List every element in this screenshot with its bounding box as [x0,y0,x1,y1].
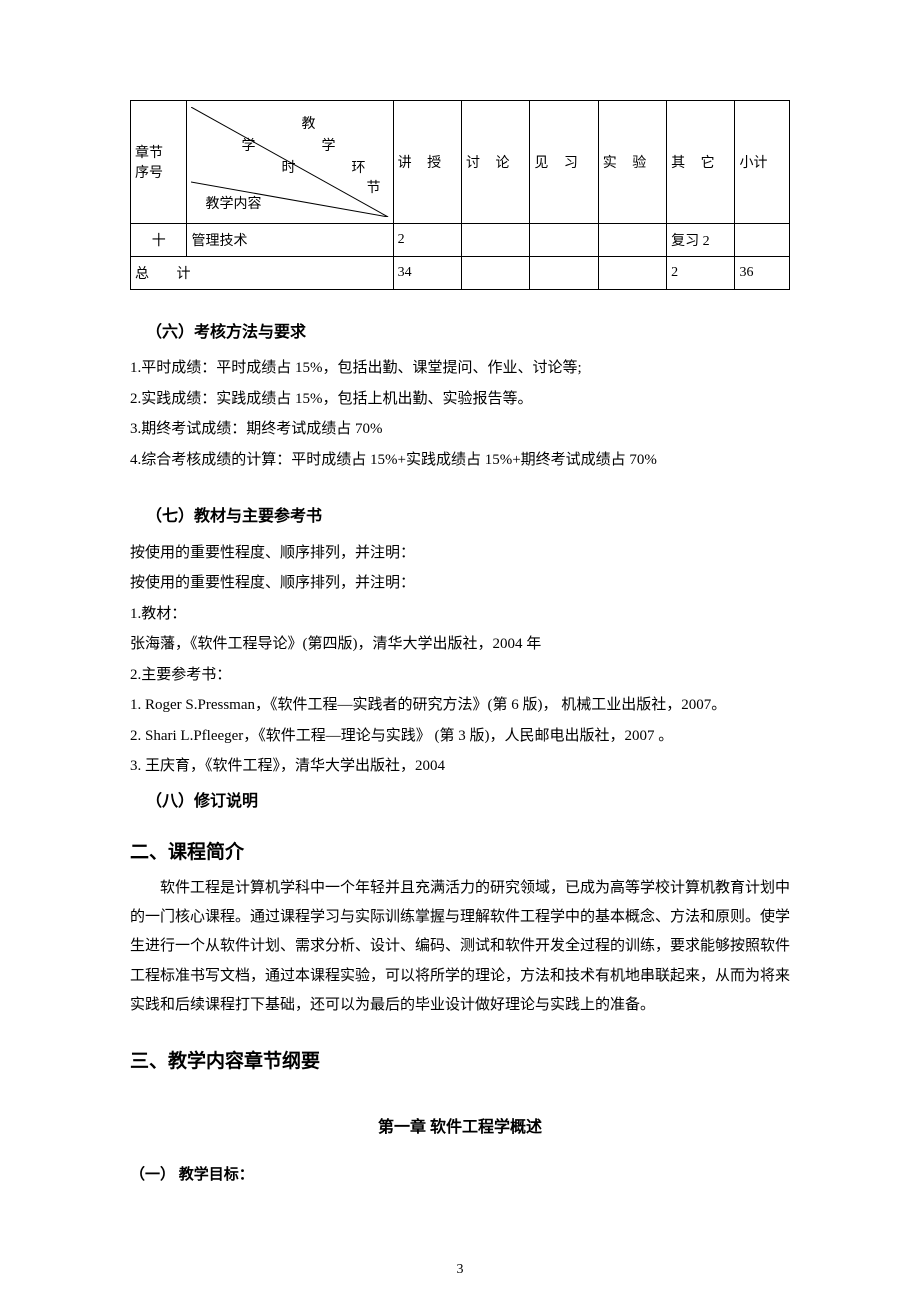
table-row: 十 管理技术 2 复习 2 [131,224,790,257]
sec7-line: 张海藩，《软件工程导论》(第四版)，清华大学出版社，2004 年 [130,630,790,659]
section-7-title: （七）教材与主要参考书 [130,502,790,532]
col-header: 其 它 [667,101,735,224]
cell-val [530,224,598,257]
sec7-line: 3. 王庆育，《软件工程》，清华大学出版社，2004 [130,752,790,781]
total-label: 总 计 [131,257,394,290]
cell-no: 十 [131,224,187,257]
section-7: （七）教材与主要参考书 按使用的重要性程度、顺序排列，并注明： 按使用的重要性程… [130,502,790,780]
section-6-title: （六）考核方法与要求 [130,318,790,348]
cell-val: 34 [393,257,461,290]
cell-val: 2 [393,224,461,257]
sec6-line: 3.期终考试成绩：期终考试成绩占 70% [130,415,790,444]
row-header-line2: 序号 [135,162,182,182]
diagonal-header-cell: 教 学 学 时 环 节 教学内容 [187,101,393,224]
diag-label-top: 教 [301,113,315,133]
diag-label-midright: 学 [321,135,335,155]
diag-label-bottom: 教学内容 [205,193,261,213]
cell-content: 管理技术 [187,224,393,257]
diag-label-midleft: 学 [241,135,255,155]
sec6-line: 4.综合考核成绩的计算：平时成绩占 15%+实践成绩占 15%+期终考试成绩占 … [130,446,790,475]
document-page: 章节 序号 教 学 学 时 环 节 教学内容 讲 授 [0,0,920,1302]
cell-val [461,257,529,290]
section-8-title: （八）修订说明 [130,787,790,811]
col-header: 见 习 [530,101,598,224]
diag-label-bottomright: 节 [366,177,380,197]
intro-paragraph: 软件工程是计算机学科中一个年轻并且充满活力的研究领域，已成为高等学校计算机教育计… [130,874,790,1020]
heading-course-intro: 二、课程简介 [130,837,790,864]
col-header: 实 验 [598,101,666,224]
diag-label-rowright: 环 [351,157,365,177]
sec7-line: 按使用的重要性程度、顺序排列，并注明： [130,539,790,568]
table-total-row: 总 计 34 2 36 [131,257,790,290]
col-header: 讲 授 [393,101,461,224]
row-header-cell: 章节 序号 [131,101,187,224]
diagonal-container: 教 学 学 时 环 节 教学内容 [191,107,388,217]
sec6-line: 1.平时成绩：平时成绩占 15%，包括出勤、课堂提问、作业、讨论等; [130,354,790,383]
chapter-1-title: 第一章 软件工程学概述 [130,1113,790,1137]
table-header-row: 章节 序号 教 学 学 时 环 节 教学内容 讲 授 [131,101,790,224]
sec7-line: 2.主要参考书： [130,661,790,690]
sec6-line: 2.实践成绩：实践成绩占 15%，包括上机出勤、实验报告等。 [130,385,790,414]
page-number: 3 [0,1262,920,1278]
cell-val [598,257,666,290]
heading-outline: 三、教学内容章节纲要 [130,1046,790,1073]
chapter-1-subtitle: （一） 教学目标： [130,1163,790,1184]
diag-label-rowleft: 时 [281,157,295,177]
row-header-line1: 章节 [135,142,182,162]
section-6: （六）考核方法与要求 1.平时成绩：平时成绩占 15%，包括出勤、课堂提问、作业… [130,318,790,474]
sec7-line: 2. Shari L.Pfleeger，《软件工程—理论与实践》 (第 3 版)… [130,722,790,751]
col-header: 小计 [735,101,790,224]
col-header: 讨 论 [461,101,529,224]
cell-val: 2 [667,257,735,290]
cell-val: 36 [735,257,790,290]
cell-val: 复习 2 [667,224,735,257]
hours-table: 章节 序号 教 学 学 时 环 节 教学内容 讲 授 [130,100,790,290]
sec7-line: 1.教材： [130,600,790,629]
cell-val [461,224,529,257]
sec7-line: 按使用的重要性程度、顺序排列，并注明： [130,569,790,598]
cell-val [598,224,666,257]
cell-val [530,257,598,290]
sec7-line: 1. Roger S.Pressman，《软件工程—实践者的研究方法》(第 6 … [130,691,790,720]
cell-val [735,224,790,257]
